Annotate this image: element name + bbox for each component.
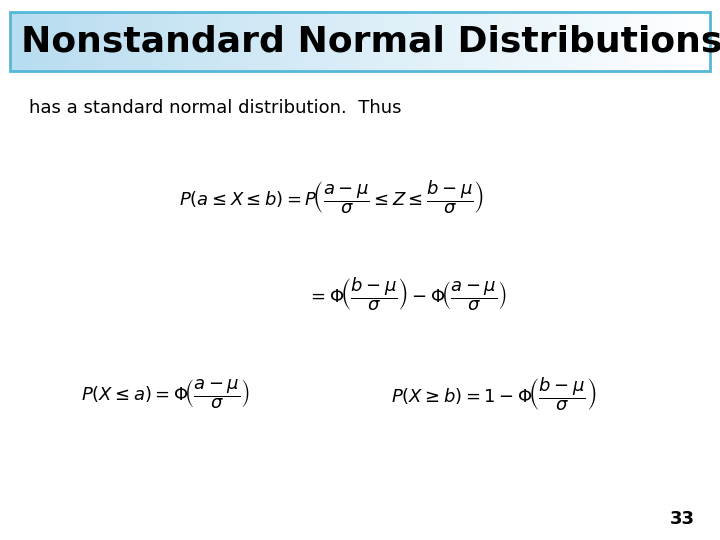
Bar (523, 12, 536, 71)
Bar (232, 12, 244, 71)
Bar (675, 12, 688, 71)
Bar (325, 12, 338, 71)
Bar (127, 12, 139, 71)
Text: has a standard normal distribution.  Thus: has a standard normal distribution. Thus (29, 99, 401, 117)
Bar (663, 12, 675, 71)
Bar (500, 12, 513, 71)
Bar (640, 12, 652, 71)
Text: $P(a \leq X \leq b) = P\!\left(\dfrac{a-\mu}{\sigma} \leq Z \leq \dfrac{b-\mu}{\: $P(a \leq X \leq b) = P\!\left(\dfrac{a-… (179, 178, 484, 216)
Bar (570, 12, 582, 71)
Text: Nonstandard Normal Distributions: Nonstandard Normal Distributions (21, 25, 720, 58)
Bar (197, 12, 209, 71)
Bar (313, 12, 325, 71)
Bar (174, 12, 186, 71)
Bar (150, 12, 163, 71)
Bar (372, 12, 384, 71)
Bar (255, 12, 267, 71)
Bar (477, 12, 489, 71)
Bar (45, 12, 58, 71)
Bar (465, 12, 477, 71)
Bar (629, 12, 641, 71)
Bar (605, 12, 617, 71)
Text: $P(X \geq b) = 1 - \Phi\!\left(\dfrac{b-\mu}{\sigma}\right)$: $P(X \geq b) = 1 - \Phi\!\left(\dfrac{b-… (390, 375, 596, 413)
Bar (115, 12, 127, 71)
Bar (407, 12, 419, 71)
Bar (546, 12, 559, 71)
Bar (266, 12, 279, 71)
Bar (243, 12, 256, 71)
Bar (558, 12, 571, 71)
Bar (652, 12, 664, 71)
Bar (360, 12, 372, 71)
Bar (454, 12, 466, 71)
Bar (348, 12, 361, 71)
Bar (138, 12, 150, 71)
Bar (91, 12, 104, 71)
Bar (162, 12, 174, 71)
Bar (337, 12, 349, 71)
Bar (535, 12, 547, 71)
Bar (57, 12, 69, 71)
Text: $= \Phi\!\left(\dfrac{b-\mu}{\sigma}\right) - \Phi\!\left(\dfrac{a-\mu}{\sigma}\: $= \Phi\!\left(\dfrac{b-\mu}{\sigma}\rig… (307, 275, 507, 313)
Bar (220, 12, 233, 71)
Bar (104, 12, 116, 71)
Bar (279, 12, 291, 71)
Bar (302, 12, 314, 71)
Bar (430, 12, 442, 71)
Bar (616, 12, 629, 71)
Bar (10, 12, 22, 71)
Bar (80, 12, 92, 71)
Text: $P(X \leq a) = \Phi\!\left(\dfrac{a-\mu}{\sigma}\right)$: $P(X \leq a) = \Phi\!\left(\dfrac{a-\mu}… (81, 377, 250, 411)
Bar (698, 12, 711, 71)
Text: 33: 33 (670, 510, 695, 529)
Bar (290, 12, 302, 71)
Bar (395, 12, 408, 71)
Bar (687, 12, 699, 71)
Bar (512, 12, 524, 71)
Bar (185, 12, 197, 71)
Bar (22, 12, 34, 71)
Bar (68, 12, 81, 71)
Bar (582, 12, 594, 71)
Bar (208, 12, 221, 71)
Bar (33, 12, 46, 71)
Bar (418, 12, 431, 71)
Bar (441, 12, 454, 71)
Bar (488, 12, 500, 71)
Bar (593, 12, 606, 71)
Bar (383, 12, 396, 71)
